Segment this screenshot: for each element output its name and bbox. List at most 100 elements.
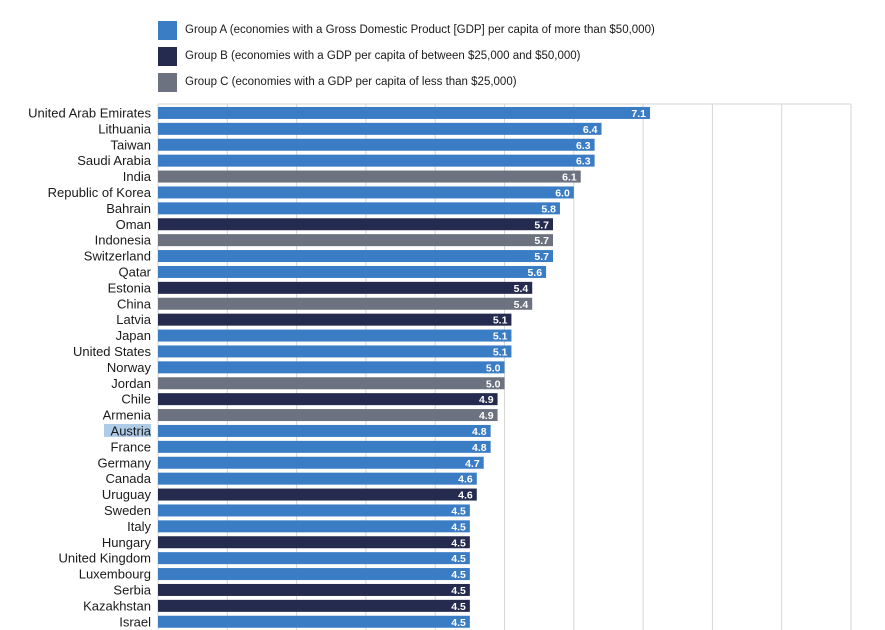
category-label: Serbia — [113, 582, 151, 597]
bar — [158, 202, 560, 215]
bar — [158, 186, 574, 199]
legend-item-a: Group A (economies with a Gross Domestic… — [158, 17, 655, 43]
bar — [158, 552, 470, 565]
legend-label: Group C (economies with a GDP per capita… — [185, 76, 517, 88]
bar — [158, 170, 581, 183]
value-label: 5.0 — [486, 378, 501, 390]
bar — [158, 536, 470, 549]
category-label: Armenia — [103, 408, 152, 423]
value-label: 5.0 — [486, 362, 501, 374]
category-label: Uruguay — [102, 487, 152, 502]
value-label: 4.5 — [451, 617, 466, 629]
value-label: 5.4 — [514, 283, 529, 295]
category-label: Indonesia — [95, 233, 152, 248]
value-label: 4.9 — [479, 394, 494, 406]
value-label: 5.8 — [541, 203, 556, 215]
category-label: Hungary — [102, 535, 152, 550]
bar — [158, 472, 477, 485]
bar — [158, 520, 470, 533]
bar — [158, 568, 470, 581]
bar — [158, 313, 512, 326]
value-label: 5.1 — [493, 346, 508, 358]
bar — [158, 377, 505, 390]
legend-item-b: Group B (economies with a GDP per capita… — [158, 43, 655, 69]
bar — [158, 456, 484, 469]
category-label: Israel — [119, 614, 151, 629]
category-label: Switzerland — [84, 249, 151, 264]
value-label: 5.7 — [534, 251, 549, 263]
legend-swatch — [158, 20, 177, 40]
category-label: Qatar — [118, 264, 151, 279]
category-label: Austria — [111, 423, 152, 438]
bar — [158, 345, 512, 358]
bar — [158, 583, 470, 596]
bar — [158, 615, 470, 628]
category-label: Republic of Korea — [48, 185, 152, 200]
category-label: Kazakhstan — [83, 598, 151, 613]
value-label: 5.6 — [527, 267, 542, 279]
category-label: Canada — [105, 471, 151, 486]
category-label: Luxembourg — [79, 567, 151, 582]
category-label: Germany — [98, 455, 152, 470]
bar — [158, 154, 595, 167]
bar — [158, 440, 491, 453]
bar — [158, 424, 491, 437]
value-label: 5.7 — [534, 219, 549, 231]
value-label: 4.7 — [465, 458, 480, 470]
value-label: 6.1 — [562, 172, 577, 184]
category-label: Estonia — [108, 280, 152, 295]
legend-item-c: Group C (economies with a GDP per capita… — [158, 69, 655, 95]
category-label: India — [123, 169, 152, 184]
value-label: 6.3 — [576, 156, 591, 168]
category-label: Latvia — [116, 312, 151, 327]
value-label: 4.9 — [479, 410, 494, 422]
bar — [158, 234, 554, 247]
value-label: 5.1 — [493, 331, 508, 343]
category-label: Italy — [127, 519, 151, 534]
value-label: 4.5 — [451, 537, 466, 549]
category-label: Japan — [116, 328, 151, 343]
bar — [158, 265, 547, 278]
legend-label: Group A (economies with a Gross Domestic… — [185, 24, 655, 36]
bar — [158, 599, 470, 612]
category-label: Oman — [116, 217, 151, 232]
category-label: Lithuania — [98, 121, 152, 136]
category-label: Saudi Arabia — [77, 153, 151, 168]
value-label: 5.7 — [534, 235, 549, 247]
category-label: Norway — [107, 360, 152, 375]
legend: Group A (economies with a Gross Domestic… — [158, 17, 655, 95]
category-label: United Kingdom — [59, 551, 152, 566]
category-label: Jordan — [111, 376, 151, 391]
value-label: 6.3 — [576, 140, 591, 152]
category-label: Sweden — [104, 503, 151, 518]
value-label: 4.6 — [458, 490, 473, 502]
bar — [158, 329, 512, 342]
bar — [158, 297, 533, 310]
bar — [158, 281, 533, 294]
category-label: United States — [73, 344, 152, 359]
category-label: Chile — [121, 392, 151, 407]
category-label: Taiwan — [111, 137, 151, 152]
bar — [158, 138, 595, 151]
value-label: 4.5 — [451, 585, 466, 597]
bar — [158, 122, 602, 135]
bar — [158, 361, 505, 374]
bar — [158, 393, 498, 406]
legend-swatch — [158, 46, 177, 66]
value-label: 7.1 — [631, 108, 646, 120]
bar — [158, 250, 554, 263]
legend-swatch — [158, 72, 177, 92]
legend-label: Group B (economies with a GDP per capita… — [185, 50, 581, 62]
value-label: 5.1 — [493, 315, 508, 327]
bar — [158, 218, 554, 231]
value-label: 6.4 — [583, 124, 598, 136]
bar — [158, 504, 470, 517]
value-label: 4.5 — [451, 553, 466, 565]
value-label: 4.5 — [451, 569, 466, 581]
value-label: 4.5 — [451, 521, 466, 533]
bar — [158, 409, 498, 422]
value-label: 4.5 — [451, 601, 466, 613]
value-label: 4.8 — [472, 442, 487, 454]
category-label: United Arab Emirates — [28, 105, 151, 120]
